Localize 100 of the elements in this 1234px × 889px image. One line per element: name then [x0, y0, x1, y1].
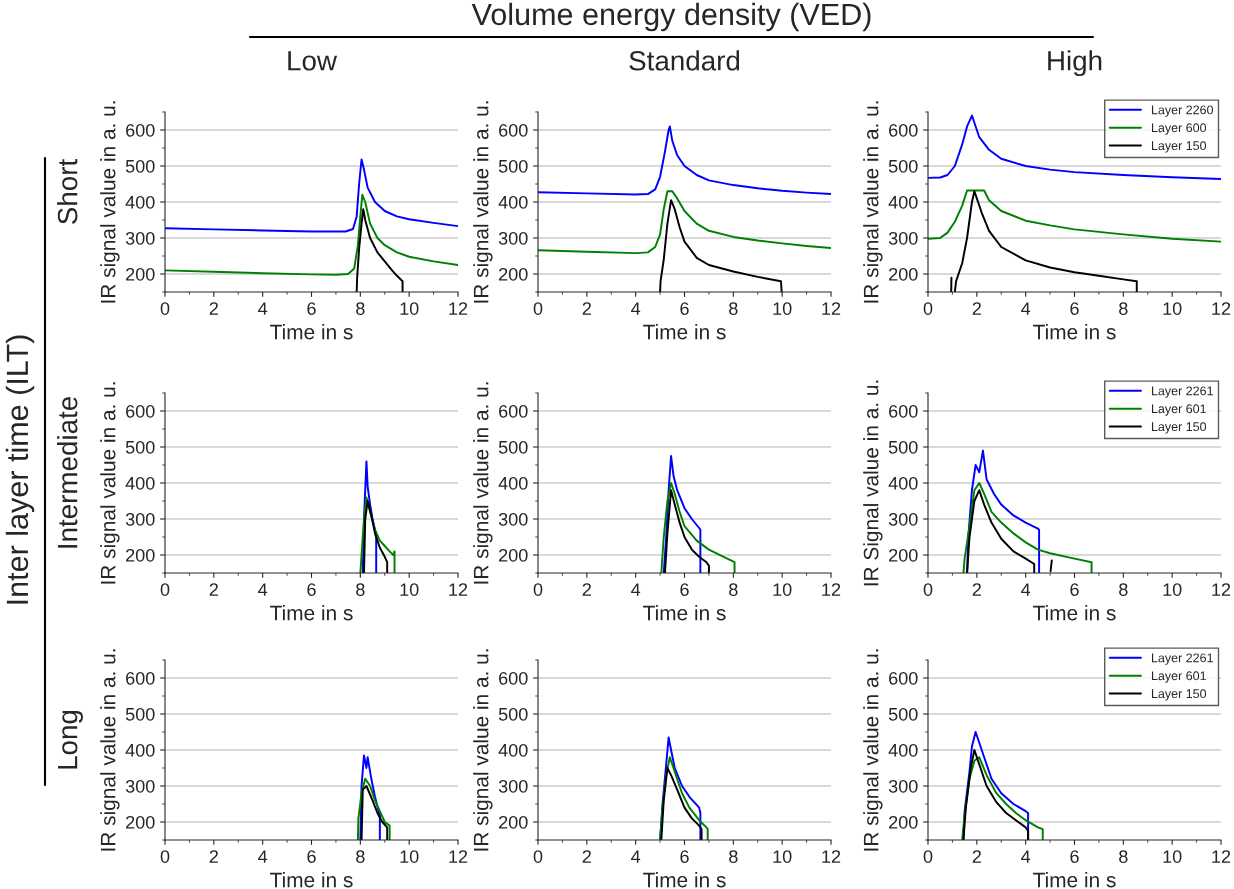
x-tick-label: 0	[533, 850, 543, 863]
line-series	[966, 449, 1041, 573]
y-tick-label: 200	[126, 815, 155, 829]
x-tick-label: 8	[356, 302, 365, 315]
x-tick-label: 6	[1070, 850, 1079, 863]
y-tick-label: 600	[499, 404, 528, 418]
y-tick-label: 600	[126, 671, 155, 685]
y-axis-title: IR signal value in a. u.	[863, 101, 883, 303]
line-series	[928, 189, 1221, 243]
x-axis-title: Time in s	[270, 872, 353, 888]
y-tick-label: 600	[126, 404, 155, 418]
x-tick-label: 8	[729, 583, 738, 596]
x-tick-label: 2	[972, 583, 981, 596]
x-tick-label: 10	[1163, 583, 1182, 596]
x-tick-label: 2	[582, 583, 591, 596]
line-series	[363, 500, 389, 573]
y-tick-label: 500	[498, 159, 528, 173]
y-tick-label: 500	[888, 707, 918, 721]
x-tick-label: 2	[972, 302, 981, 315]
x-tick-label: 12	[1212, 583, 1231, 596]
legend-label: Layer 150	[1151, 689, 1207, 701]
text: Inter layer time (ILT)	[5, 335, 35, 604]
y-tick-label: 200	[889, 267, 918, 281]
chart-title: High	[1048, 50, 1102, 77]
y-tick-label: 500	[125, 159, 155, 173]
chart-title: Low	[288, 51, 338, 71]
y-tick-label: 600	[499, 671, 528, 685]
legend-label: Layer 150	[1151, 422, 1207, 434]
y-tick-label: 600	[889, 123, 918, 137]
y-tick-label: 500	[888, 440, 918, 454]
y-tick-label: 600	[499, 123, 528, 137]
text: Intermediate	[57, 397, 78, 548]
y-tick-label: 300	[888, 779, 918, 793]
line-series	[355, 208, 404, 292]
x-tick-label: 12	[449, 850, 468, 863]
y-tick-label: 500	[498, 707, 528, 721]
y-tick-label: 200	[499, 815, 528, 829]
chart-title: Standard	[629, 50, 740, 71]
x-tick-label: 4	[258, 850, 268, 863]
x-tick-label: 10	[400, 850, 419, 863]
x-tick-label: 4	[631, 302, 641, 315]
x-tick-label: 6	[680, 302, 689, 315]
y-tick-label: 400	[498, 743, 528, 757]
y-tick-label: 300	[498, 231, 528, 245]
line-series	[538, 190, 831, 255]
line-series	[538, 125, 831, 196]
y-tick-label: 400	[125, 743, 155, 757]
y-tick-label: 200	[889, 815, 918, 829]
line-series	[359, 496, 396, 573]
x-tick-label: 10	[1163, 850, 1182, 863]
x-tick-label: 12	[822, 850, 841, 863]
x-tick-label: 6	[307, 302, 316, 315]
x-tick-label: 6	[1070, 583, 1079, 596]
y-tick-label: 500	[498, 440, 528, 454]
x-tick-label: 8	[729, 302, 738, 315]
x-tick-label: 0	[923, 850, 933, 863]
y-tick-label: 400	[498, 476, 528, 490]
x-tick-label: 2	[582, 850, 591, 863]
line-series	[659, 199, 783, 292]
legend-label: Layer 150	[1151, 141, 1207, 153]
x-tick-label: 12	[822, 583, 841, 596]
y-tick-label: 300	[125, 779, 155, 793]
y-axis-title: IR signal value in a. u.	[100, 382, 120, 584]
x-axis-title: Time in s	[643, 605, 726, 621]
x-tick-label: 12	[449, 583, 468, 596]
x-tick-label: 6	[1070, 302, 1079, 315]
x-tick-label: 4	[1021, 302, 1031, 315]
legend-label: Layer 2261	[1151, 653, 1213, 665]
x-tick-label: 12	[449, 302, 468, 315]
x-tick-label: 4	[258, 302, 268, 315]
y-tick-label: 500	[125, 440, 155, 454]
line-series	[165, 193, 458, 276]
line-series	[660, 767, 703, 840]
x-tick-label: 8	[729, 850, 738, 863]
y-tick-label: 200	[126, 548, 155, 562]
x-axis-title: Time in s	[270, 605, 353, 621]
line-series	[961, 756, 1044, 840]
x-axis-title: Time in s	[1033, 605, 1116, 621]
x-tick-label: 2	[972, 850, 981, 863]
x-tick-label: 4	[631, 850, 641, 863]
y-tick-label: 400	[125, 476, 155, 490]
x-tick-label: 8	[356, 583, 365, 596]
y-axis-title: IR signal value in a. u.	[100, 101, 120, 303]
y-tick-label: 600	[126, 123, 155, 137]
y-tick-label: 400	[888, 195, 918, 209]
x-tick-label: 0	[160, 850, 170, 863]
x-tick-label: 10	[400, 583, 419, 596]
x-tick-label: 0	[923, 302, 933, 315]
y-axis-title: IR Signal value in a. u.	[863, 380, 883, 586]
x-tick-label: 4	[258, 583, 268, 596]
x-tick-label: 10	[1163, 302, 1182, 315]
y-axis-title: IR signal value in a. u.	[473, 649, 493, 851]
x-tick-label: 2	[209, 583, 218, 596]
y-tick-label: 300	[888, 231, 918, 245]
x-tick-label: 4	[631, 583, 641, 596]
x-tick-label: 12	[822, 302, 841, 315]
y-tick-label: 600	[889, 404, 918, 418]
x-tick-label: 10	[400, 302, 419, 315]
y-tick-label: 300	[125, 512, 155, 526]
y-tick-label: 400	[888, 476, 918, 490]
